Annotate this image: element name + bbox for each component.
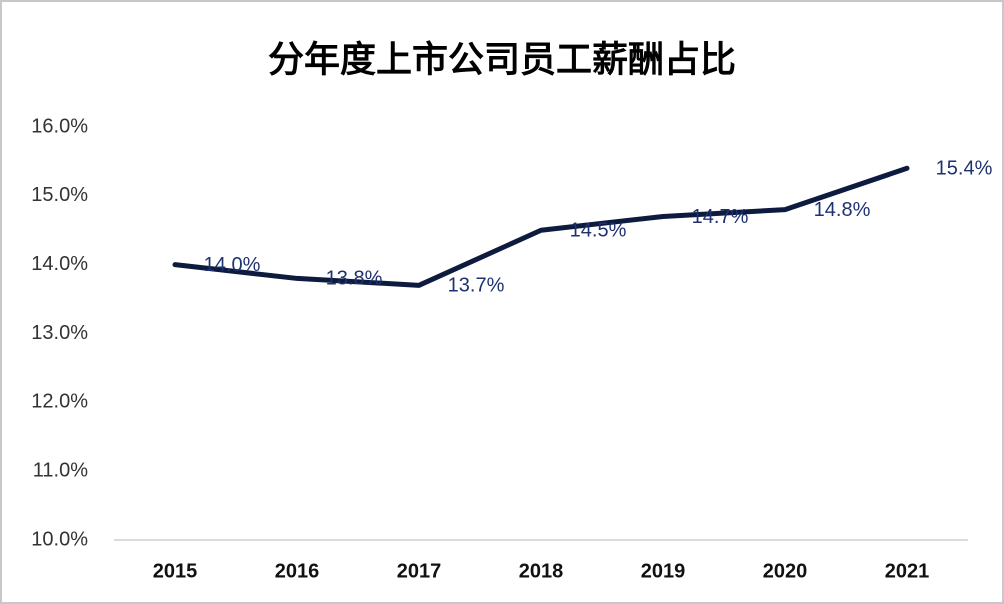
x-tick-label: 2016: [275, 560, 320, 582]
data-label: 15.4%: [936, 158, 993, 180]
x-tick-label: 2021: [885, 560, 930, 582]
data-label: 14.5%: [570, 220, 627, 242]
x-tick-label: 2015: [153, 560, 198, 582]
data-label: 14.0%: [204, 254, 261, 276]
data-label: 14.7%: [692, 206, 749, 228]
y-tick-label: 12.0%: [31, 391, 88, 413]
chart-title: 分年度上市公司员工薪酬占比: [268, 39, 736, 80]
y-tick-label: 10.0%: [31, 528, 88, 550]
data-label: 13.7%: [448, 275, 505, 297]
y-tick-label: 13.0%: [31, 322, 88, 344]
y-tick-label: 15.0%: [31, 184, 88, 206]
y-tick-label: 14.0%: [31, 253, 88, 275]
y-tick-label: 11.0%: [33, 459, 88, 481]
x-tick-label: 2019: [641, 560, 686, 582]
data-label: 13.8%: [326, 268, 383, 290]
y-tick-label: 16.0%: [31, 115, 88, 137]
data-label: 14.8%: [814, 199, 871, 221]
data-line: [172, 165, 910, 288]
x-tick-label: 2018: [519, 560, 564, 582]
x-tick-label: 2020: [763, 560, 808, 582]
x-tick-label: 2017: [397, 560, 442, 582]
